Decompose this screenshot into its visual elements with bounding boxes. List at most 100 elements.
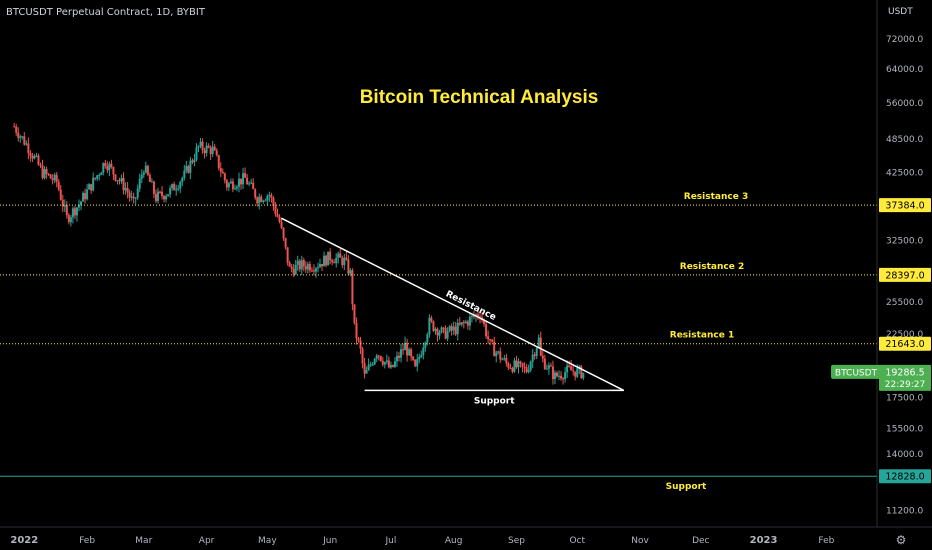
- candle-body: [138, 178, 141, 189]
- candle-body: [19, 136, 22, 138]
- price-tick-label: 25500.0: [886, 298, 923, 308]
- candle-body: [120, 177, 123, 182]
- candle: [505, 353, 508, 367]
- candle: [187, 164, 190, 174]
- trendline: [281, 217, 625, 392]
- candle: [223, 172, 226, 184]
- price-tick-label: 11200.0: [886, 507, 923, 517]
- candle: [41, 159, 44, 180]
- candle: [35, 152, 38, 158]
- candle-body: [331, 260, 334, 263]
- candle-body: [424, 342, 427, 348]
- candle-body: [211, 146, 214, 155]
- candle: [47, 173, 50, 177]
- candle: [237, 172, 240, 193]
- candle: [355, 317, 358, 345]
- candle: [286, 247, 289, 266]
- candle-body: [545, 368, 548, 370]
- candle-body: [215, 150, 218, 156]
- candle-body: [163, 195, 166, 200]
- candle-body: [142, 172, 145, 176]
- candle: [280, 217, 283, 230]
- candle-body: [306, 264, 309, 270]
- gear-icon[interactable]: ⚙: [896, 533, 907, 547]
- candle: [525, 363, 528, 374]
- candle: [43, 166, 46, 180]
- candle-body: [114, 174, 117, 181]
- candle: [389, 361, 392, 369]
- candle: [57, 179, 60, 192]
- candle: [379, 355, 382, 362]
- candle: [487, 330, 490, 344]
- candle-body: [25, 143, 28, 145]
- time-tick-label: Feb: [818, 536, 834, 546]
- candle: [231, 178, 234, 193]
- candle-body: [73, 208, 76, 216]
- level-price-tag: 12828.0: [879, 469, 931, 484]
- candle-body: [509, 367, 512, 369]
- candle: [31, 153, 34, 162]
- candle: [412, 356, 415, 362]
- candle-body: [302, 260, 305, 267]
- candle-body: [493, 341, 496, 357]
- candle-body: [347, 259, 350, 274]
- candle-body: [13, 126, 16, 128]
- price-tick-label: 22500.0: [886, 330, 923, 340]
- candle-body: [193, 159, 196, 163]
- candle-body: [217, 155, 220, 169]
- candle-body: [383, 361, 386, 365]
- candle: [75, 206, 78, 222]
- candle-body: [574, 371, 577, 377]
- candle: [33, 154, 36, 160]
- candle-body: [94, 177, 97, 179]
- candle-body: [476, 314, 479, 317]
- candle: [197, 145, 200, 153]
- candle: [537, 334, 540, 350]
- candle: [256, 196, 259, 207]
- candle: [391, 364, 394, 368]
- candle-body: [564, 372, 567, 380]
- candle: [416, 353, 419, 372]
- level-label: Resistance 2: [680, 262, 744, 272]
- candle: [570, 360, 573, 371]
- candle: [306, 261, 309, 274]
- candle-body: [82, 192, 85, 202]
- candle-body: [335, 257, 338, 264]
- candle-body: [400, 349, 403, 358]
- candle-body: [582, 372, 585, 378]
- candle-body: [570, 366, 573, 371]
- candle: [274, 201, 277, 217]
- candle-body: [140, 175, 143, 179]
- candle: [517, 358, 520, 374]
- candle-body: [132, 196, 135, 199]
- candle: [402, 343, 405, 355]
- candle: [229, 178, 232, 184]
- candle-body: [209, 147, 212, 155]
- chart-title: Bitcoin Technical Analysis: [360, 87, 599, 108]
- candle: [211, 140, 214, 157]
- candle: [511, 366, 514, 374]
- candle-body: [503, 358, 506, 360]
- candle: [513, 357, 516, 373]
- candle: [96, 174, 99, 182]
- candle: [383, 361, 386, 369]
- candle-body: [118, 180, 121, 182]
- candle: [333, 259, 336, 264]
- candle-body: [460, 322, 463, 325]
- candle-body: [88, 184, 91, 190]
- candle: [110, 159, 113, 169]
- candle: [63, 199, 66, 213]
- candle-body: [511, 368, 514, 372]
- candle-body: [122, 177, 125, 191]
- candle: [580, 364, 583, 379]
- candle: [456, 318, 459, 341]
- candle-body: [177, 188, 180, 190]
- candle-body: [41, 165, 44, 179]
- candle: [551, 360, 554, 385]
- candle-body: [373, 358, 376, 365]
- candle-body: [375, 355, 378, 359]
- candle-body: [270, 194, 273, 198]
- candle-body: [106, 166, 109, 171]
- candle-body: [43, 169, 46, 179]
